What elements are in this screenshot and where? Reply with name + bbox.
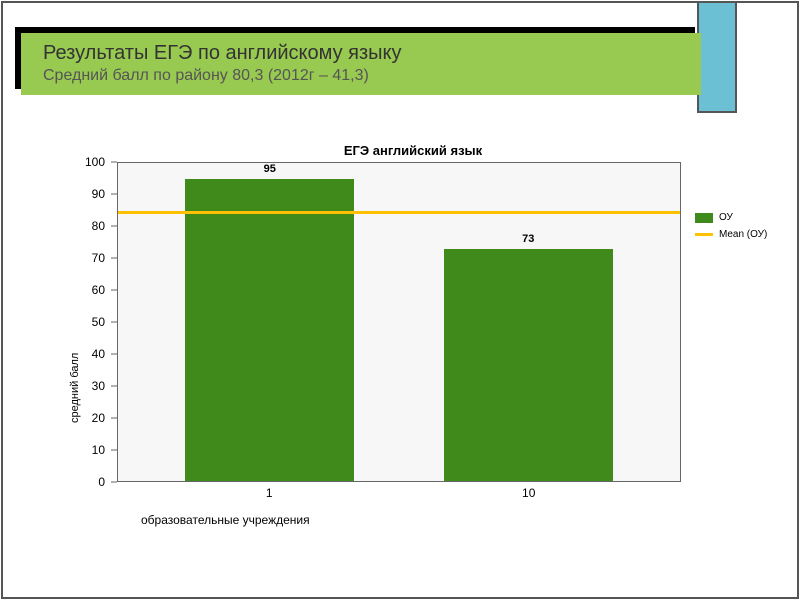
legend-label: ОУ: [719, 212, 773, 223]
slide: Результаты ЕГЭ по английскому языку Сред…: [1, 1, 799, 599]
y-axis: 0102030405060708090100: [63, 162, 111, 482]
legend: ОУ Mean (ОУ): [695, 212, 773, 246]
y-tick-label: 0: [98, 475, 105, 489]
header-banner: Результаты ЕГЭ по английскому языку Сред…: [21, 33, 701, 95]
header-subtitle: Средний балл по району 80,3 (2012г – 41,…: [43, 67, 679, 85]
y-tick-label: 90: [92, 187, 105, 201]
legend-label: Mean (ОУ): [719, 229, 773, 240]
y-tick-label: 30: [92, 379, 105, 393]
x-axis-ticks: 1 10: [117, 482, 681, 502]
y-tick-label: 10: [92, 443, 105, 457]
chart-title: ЕГЭ английский язык: [63, 143, 763, 158]
y-tick-label: 40: [92, 347, 105, 361]
legend-line-icon: [695, 233, 713, 236]
decorative-tab: [697, 3, 737, 113]
y-tick-label: 50: [92, 315, 105, 329]
header: Результаты ЕГЭ по английскому языку Сред…: [15, 27, 695, 89]
y-tick-label: 60: [92, 283, 105, 297]
x-tick-label: 1: [266, 486, 273, 500]
bar-value-label: 95: [185, 163, 354, 175]
mean-line: [118, 211, 680, 214]
x-tick-label: 10: [522, 486, 535, 500]
bar: 73: [444, 249, 613, 481]
legend-swatch-icon: [695, 213, 713, 223]
legend-item: Mean (ОУ): [695, 229, 773, 240]
plot: 95 73: [117, 162, 681, 482]
y-tick-label: 80: [92, 219, 105, 233]
bar-value-label: 73: [444, 233, 613, 245]
x-axis-label: образовательные учреждения: [141, 513, 310, 527]
chart: ЕГЭ английский язык 0 10 20 30 40 50 60 70 80 90 1…: [63, 143, 763, 573]
legend-item: ОУ: [695, 212, 773, 223]
y-tick-label: 100: [85, 155, 105, 169]
header-title: Результаты ЕГЭ по английскому языку: [43, 41, 679, 65]
y-tick-label: 70: [92, 251, 105, 265]
plot-area: 0102030405060708090100 9573 110 ОУMean (…: [63, 162, 763, 482]
y-tick-label: 20: [92, 411, 105, 425]
bar: 95: [185, 179, 354, 481]
y-axis-label: средний балл: [69, 353, 81, 423]
